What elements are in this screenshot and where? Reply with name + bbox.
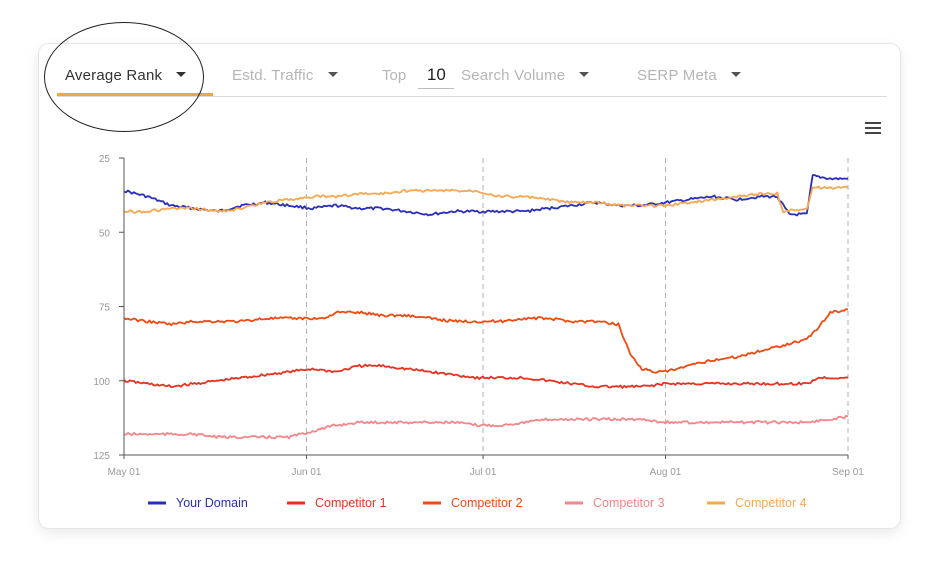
y-tick-label: 50 — [99, 228, 111, 239]
x-tick-label: Jun 01 — [291, 467, 321, 478]
series-line — [123, 174, 849, 217]
tab-average-rank[interactable]: Average Rank — [65, 52, 187, 96]
y-tick-label: 75 — [99, 303, 111, 314]
tab-search-volume-label: Search Volume — [461, 67, 566, 84]
axes: 25 50 75 100 125 May 01 Jun 01 Jul 01 Aug 01 Sep … — [93, 154, 864, 478]
tab-serp-meta-label: SERP Meta — [637, 67, 717, 84]
legend-label: Competitor 4 — [735, 496, 807, 510]
hamburger-menu-icon[interactable] — [865, 122, 881, 134]
tab-average-rank-label: Average Rank — [65, 67, 163, 84]
x-tick-label: Aug 01 — [650, 467, 682, 478]
series-lines — [123, 174, 849, 440]
caret-down-icon — [327, 71, 338, 77]
chart-card: Average Rank Estd. Traffic Top 10 Search… — [39, 44, 900, 528]
tab-bar: Average Rank Estd. Traffic Top 10 Search… — [57, 52, 887, 97]
legend-label: Competitor 2 — [451, 496, 523, 510]
series-line — [123, 185, 849, 214]
top-count-input[interactable]: 10 — [418, 62, 455, 89]
y-tick-label: 100 — [93, 377, 110, 388]
caret-down-icon — [176, 71, 187, 77]
x-tick-label: Jul 01 — [470, 467, 497, 478]
series-line — [123, 363, 849, 389]
legend-label: Competitor 1 — [315, 496, 387, 510]
y-tick-label: 125 — [93, 451, 110, 462]
legend-label: Competitor 3 — [593, 496, 665, 510]
tab-search-volume[interactable]: Search Volume — [461, 52, 590, 96]
legend-label: Your Domain — [176, 496, 248, 510]
series-line — [123, 308, 849, 374]
active-tab-underline — [57, 93, 213, 96]
tab-serp-meta[interactable]: SERP Meta — [637, 52, 741, 96]
x-tick-label: Sep 01 — [832, 467, 864, 478]
x-tick-label: May 01 — [108, 467, 141, 478]
top-label: Top — [382, 67, 407, 84]
top-count-control: Top 10 — [382, 52, 455, 96]
y-tick-label: 25 — [99, 154, 111, 165]
tab-estd-traffic-label: Estd. Traffic — [232, 67, 314, 84]
series-line — [123, 414, 849, 440]
caret-down-icon — [579, 71, 590, 77]
caret-down-icon — [730, 71, 741, 77]
tab-estd-traffic[interactable]: Estd. Traffic — [232, 52, 338, 96]
legend: Your Domain Competitor 1 Competitor 2 Compe… — [148, 496, 807, 510]
